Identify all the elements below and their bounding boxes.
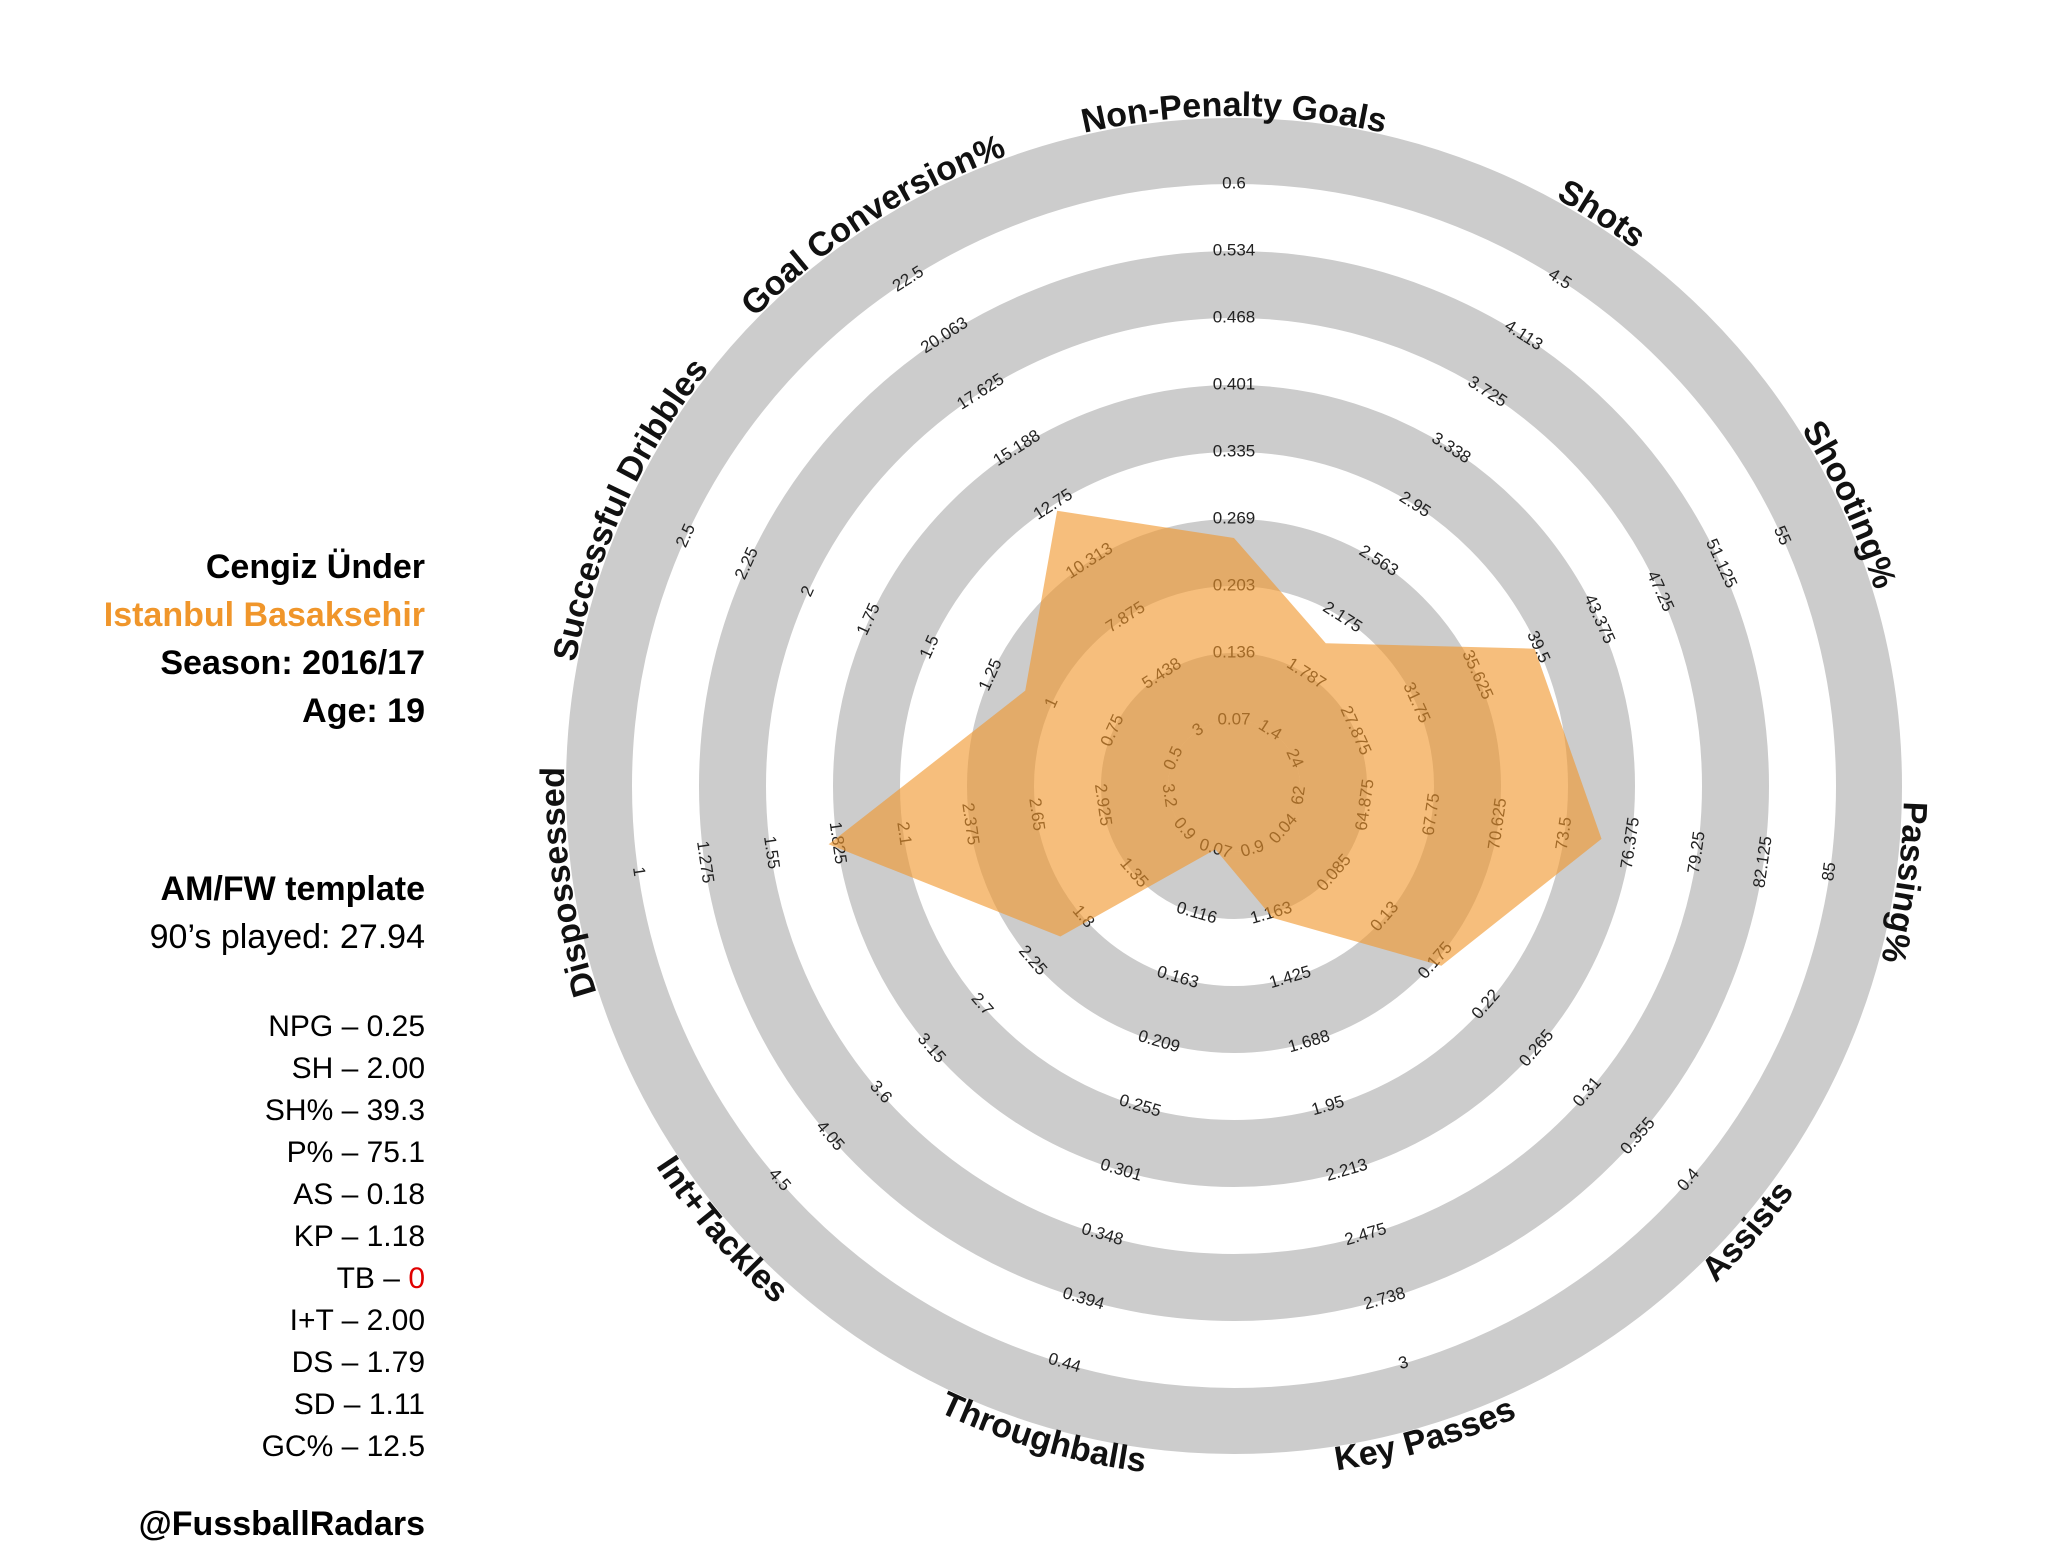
radar-ring-band (833, 385, 1635, 1187)
radar-ring-band (699, 251, 1769, 1321)
stat-row: GC% – 12.5 (262, 1430, 425, 1464)
stat-row: SH – 2.00 (292, 1052, 425, 1086)
stat-value: 39.3 (366, 1094, 425, 1127)
stat-value: 1.79 (366, 1346, 425, 1379)
stat-row: SH% – 39.3 (265, 1094, 425, 1128)
nineties-played: 90’s played: 27.94 (149, 918, 425, 956)
stat-value: 0 (408, 1262, 425, 1295)
radar-tick-label: 0.534 (1213, 240, 1256, 259)
club-name: Istanbul Basaksehir (103, 596, 425, 634)
stat-label: DS – (291, 1346, 367, 1379)
stat-label: TB – (336, 1262, 409, 1295)
stat-value: 2.00 (366, 1052, 425, 1085)
radar-polygon-layer (828, 510, 1602, 966)
season-label: Season: 2016/17 (160, 644, 425, 682)
stat-row: TB – 0 (337, 1262, 425, 1296)
stat-value: 2.00 (366, 1304, 425, 1337)
stat-label: SH% – (264, 1094, 367, 1127)
stat-row: AS – 0.18 (293, 1178, 425, 1212)
stat-value: 12.5 (366, 1430, 425, 1463)
stat-row: NPG – 0.25 (268, 1010, 425, 1044)
stat-label: KP – (293, 1220, 367, 1253)
radar-ring-band (566, 118, 1902, 1454)
radar-tick-label: 0.269 (1213, 508, 1256, 527)
template-label: AM/FW template (160, 870, 425, 908)
stat-label: NPG – (268, 1010, 367, 1043)
stat-value: 0.25 (366, 1010, 425, 1043)
stat-value: 1.18 (366, 1220, 425, 1253)
radar-tick-label: 0.468 (1213, 307, 1256, 326)
stat-row: I+T – 2.00 (290, 1304, 425, 1338)
stat-value: 75.1 (366, 1136, 425, 1169)
radar-tick-label: 0.401 (1213, 374, 1256, 393)
twitter-handle: @FussballRadars (138, 1505, 425, 1543)
stat-value: 1.11 (368, 1388, 425, 1421)
stat-label: SD – (293, 1388, 369, 1421)
radar-tick-label: 0.6 (1222, 173, 1246, 192)
stat-label: GC% – (261, 1430, 367, 1463)
age-label: Age: 19 (302, 692, 425, 730)
stat-value: 0.18 (366, 1178, 425, 1211)
stat-row: KP – 1.18 (294, 1220, 425, 1254)
stat-row: P% – 75.1 (287, 1136, 425, 1170)
player-name: Cengiz Ünder (205, 548, 425, 586)
stat-row: SD – 1.11 (294, 1388, 425, 1422)
stat-row: DS – 1.79 (292, 1346, 425, 1380)
radar-data-polygon (828, 510, 1602, 966)
radar-tick-label: 0.335 (1213, 441, 1256, 460)
radar-tick-label: 85 (1818, 861, 1839, 882)
stat-label: I+T – (289, 1304, 367, 1337)
stat-label: P% – (286, 1136, 367, 1169)
stat-label: AS – (293, 1178, 367, 1211)
radar-tick-label: 1 (629, 865, 649, 877)
stat-label: SH – (291, 1052, 367, 1085)
radar-tick-label: 1.55 (760, 835, 784, 870)
